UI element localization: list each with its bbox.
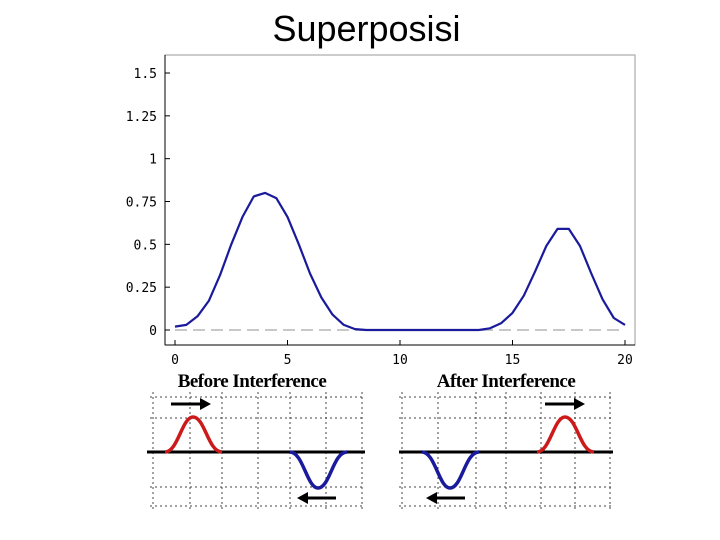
before-arrow-left (297, 492, 336, 504)
y-tick-label: 1.5 (134, 67, 157, 82)
series-line (174, 191, 626, 332)
y-tick-label: 1 (149, 153, 157, 168)
before-blue-trough-pulse (289, 450, 348, 490)
before-panel-title: Before Interference (178, 371, 327, 392)
after-red-crest-pulse (536, 415, 595, 454)
x-tick-label: 10 (392, 353, 408, 368)
y-tick-label: 0.75 (126, 196, 157, 211)
x-tick-label: 15 (505, 353, 521, 368)
after-interference-panel: After Interference (399, 371, 613, 510)
before-arrow-right (171, 398, 211, 410)
y-tick-label: 1.25 (126, 110, 157, 125)
after-blue-trough-pulse (421, 450, 480, 490)
before-interference-panel: Before Interference (147, 371, 365, 510)
x-tick-label: 20 (617, 353, 633, 368)
y-tick-label: 0.25 (126, 281, 157, 296)
after-arrow-left (426, 492, 465, 504)
x-tick-label: 0 (171, 353, 179, 368)
main-chart: 0 0.25 0.5 0.75 1 1.25 1.5 0 5 10 15 20 (126, 54, 636, 368)
after-arrow-right (545, 398, 585, 410)
slide-title: Superposisi (272, 8, 461, 49)
y-tick-label: 0 (149, 324, 157, 339)
plot-frame (164, 54, 636, 346)
y-tick-label: 0.5 (134, 238, 157, 253)
x-tick-label: 5 (284, 353, 292, 368)
before-red-crest-pulse (164, 415, 223, 454)
after-panel-title: After Interference (437, 371, 576, 392)
